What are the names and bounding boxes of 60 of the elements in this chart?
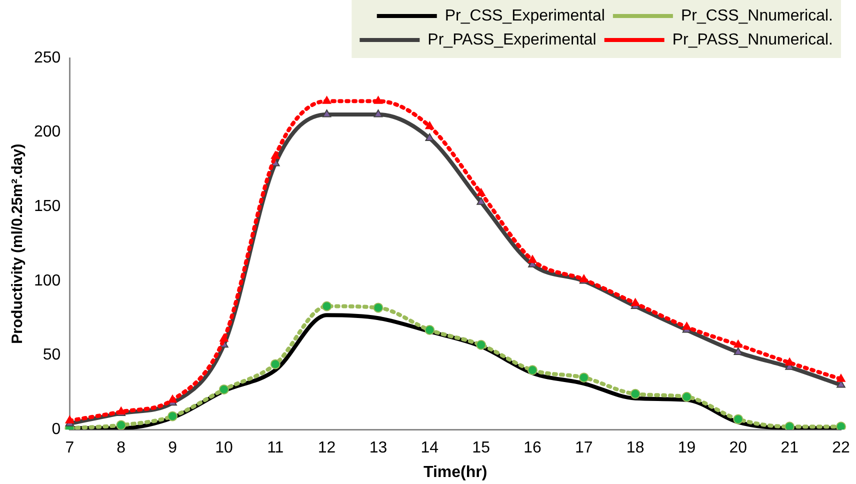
point (270, 359, 280, 370)
point (682, 322, 692, 330)
point (630, 388, 640, 399)
point (578, 372, 589, 383)
point (322, 109, 332, 118)
x-tick-label: 15 (472, 440, 490, 457)
x-tick-label: 21 (780, 440, 799, 457)
x-tick-label: 13 (369, 440, 388, 457)
y-tick-label: 250 (34, 49, 61, 66)
point (733, 414, 744, 424)
legend-label: Pr_CSS_Experimental (444, 7, 605, 24)
point (168, 394, 177, 403)
x-tick-label: 9 (168, 440, 178, 457)
point (425, 133, 434, 142)
point (322, 96, 332, 104)
point (168, 411, 178, 422)
point (425, 121, 434, 130)
point (374, 109, 383, 118)
x-tick-label: 10 (215, 440, 233, 457)
point (476, 197, 486, 205)
x-tick-label: 18 (626, 440, 644, 457)
point (374, 96, 383, 104)
x-tick-label: 20 (729, 440, 748, 457)
point (630, 298, 640, 306)
legend-label: Pr_PASS_Experimental (428, 31, 596, 48)
point (373, 302, 384, 313)
point (322, 301, 332, 312)
point (682, 392, 692, 402)
point (218, 384, 229, 394)
y-tick-label: 50 (42, 346, 61, 364)
legend-label: Pr_CSS_Nnumerical. (680, 7, 834, 24)
y-tick-label: 200 (34, 124, 61, 141)
point (836, 422, 846, 430)
point (220, 334, 228, 342)
y-tick-label: 100 (34, 272, 61, 290)
point (424, 325, 435, 336)
point (527, 365, 538, 376)
x-tick-label: 11 (267, 440, 284, 457)
point (476, 188, 486, 196)
x-axis-title: Time(hr) (423, 464, 488, 481)
point (734, 340, 743, 348)
point (65, 416, 74, 424)
point (476, 340, 486, 350)
point (270, 151, 280, 159)
legend-label: Pr_PASS_Nnumerical. (672, 31, 833, 48)
point (116, 420, 126, 430)
x-tick-label: 16 (524, 440, 542, 457)
x-tick-label: 22 (832, 440, 850, 457)
y-axis-title: Productivity (ml/0.25m².day) (9, 144, 26, 344)
x-tick-label: 7 (65, 440, 74, 457)
point (836, 374, 846, 382)
point (784, 422, 795, 430)
x-tick-label: 8 (116, 440, 126, 457)
y-tick-label: 0 (52, 421, 61, 438)
x-tick-label: 14 (420, 440, 439, 457)
y-tick-label: 150 (34, 198, 61, 216)
x-tick-label: 12 (318, 440, 336, 457)
x-tick-label: 19 (678, 440, 696, 457)
point (528, 255, 537, 263)
x-tick-label: 17 (575, 440, 593, 457)
